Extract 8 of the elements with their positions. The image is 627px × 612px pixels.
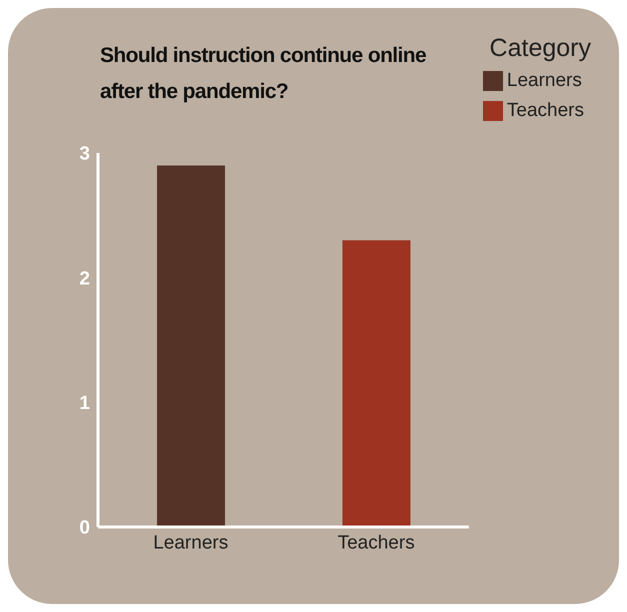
y-tick-label: 0 <box>79 518 90 539</box>
legend-label: Teachers <box>506 100 584 121</box>
y-tick-label: 2 <box>79 268 90 290</box>
y-tick-label: 1 <box>79 393 90 414</box>
legend-label: Learners <box>506 70 582 91</box>
chart-title: Should instruction continue online after the pandemic? <box>100 43 428 105</box>
legend-title: Category <box>490 34 591 63</box>
y-tick-label: 3 <box>79 144 90 165</box>
